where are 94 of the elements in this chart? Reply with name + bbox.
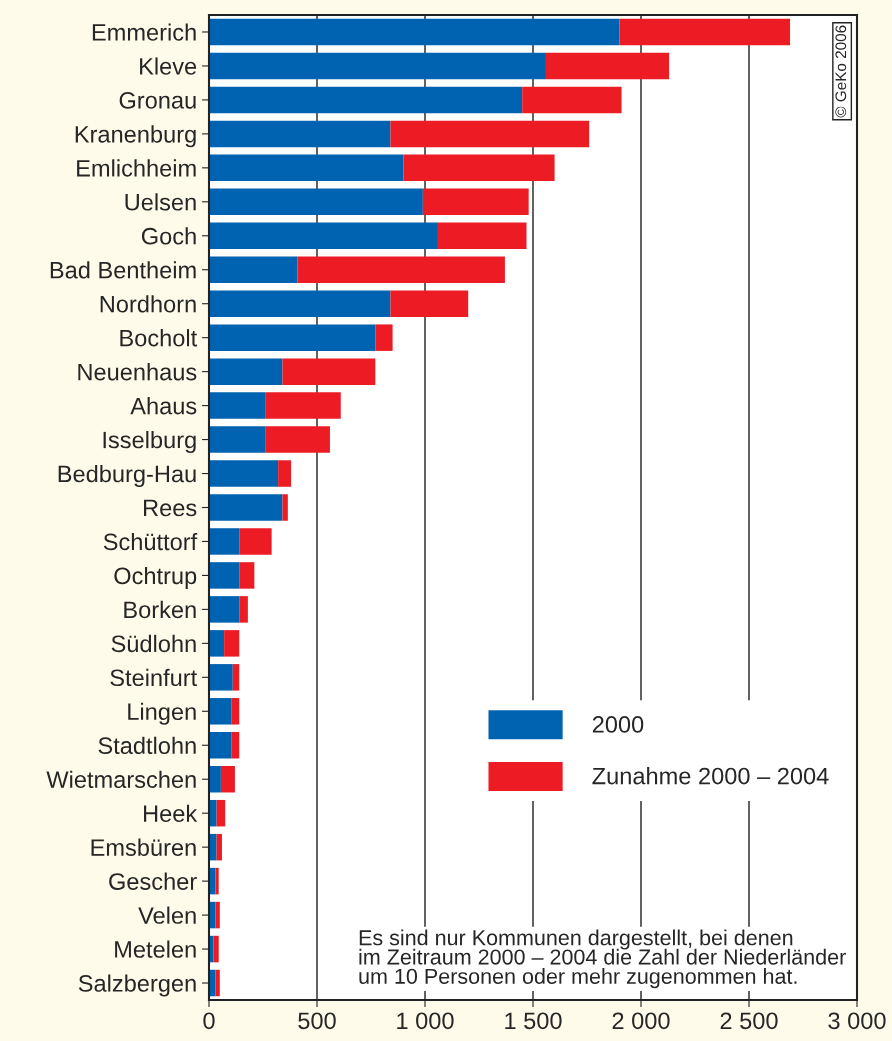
bar: [437, 222, 527, 250]
bar: [239, 596, 248, 623]
bar: [220, 765, 235, 793]
y-tick-label: Ochtrup: [114, 566, 197, 589]
bar: [209, 290, 391, 317]
bar: [224, 630, 240, 657]
x-tick-label: 2 000: [612, 1012, 670, 1030]
y-tick-label: Bocholt: [120, 329, 198, 347]
bar: [209, 732, 232, 759]
y-tick-label: Rees: [144, 499, 197, 517]
bar: [216, 799, 226, 827]
bar: [422, 188, 529, 216]
bar: [209, 698, 232, 725]
bar: [403, 154, 555, 182]
x-tick-label: 0: [203, 1012, 215, 1030]
annotation: © GeKo 2006: [835, 25, 847, 118]
y-tick-label: Ahaus: [130, 397, 197, 415]
x-tick-label: 3 000: [828, 1012, 886, 1030]
bar: [522, 86, 622, 114]
y-tick-label: Borken: [124, 600, 196, 619]
bar: [209, 18, 620, 46]
bar: [213, 935, 219, 963]
bar: [215, 867, 219, 895]
bar: [239, 528, 272, 555]
bar: [215, 969, 220, 997]
bar: [282, 358, 376, 385]
y-tick-label: Südlohn: [111, 634, 196, 653]
bar: [209, 358, 283, 385]
bar: [209, 664, 233, 691]
bar: [209, 256, 298, 283]
legend-label: 2000: [592, 716, 644, 733]
bar: [209, 426, 266, 453]
bar: [231, 698, 240, 725]
bar: [209, 324, 376, 351]
bar: [209, 630, 225, 657]
y-tick-label: Nordhorn: [100, 295, 196, 313]
y-tick-label: Metelen: [115, 940, 196, 958]
bar: [209, 528, 240, 555]
bar: [209, 52, 546, 80]
y-tick-label: Wietmarschen: [46, 770, 196, 789]
bar: [282, 494, 288, 521]
bar: [265, 426, 330, 453]
bar: [209, 494, 283, 521]
bar: [390, 120, 590, 148]
bar: [209, 799, 217, 827]
bar: [278, 460, 292, 487]
y-tick-label: Schüttorf: [103, 532, 198, 551]
y-tick-label: Bedburg-Hau: [58, 464, 196, 487]
y-tick-label: Neuenhaus: [78, 363, 197, 381]
y-tick-label: Uelsen: [125, 193, 196, 211]
y-tick-label: Bad Bentheim: [50, 261, 196, 279]
x-tick-label: 1 000: [397, 1012, 454, 1030]
y-tick-label: Goch: [141, 227, 196, 245]
bar: [239, 562, 255, 589]
y-tick-label: Lingen: [128, 702, 196, 725]
bar: [209, 154, 404, 182]
bar: [209, 596, 240, 623]
bar: [209, 460, 279, 487]
y-tick-label: Heek: [144, 804, 198, 822]
x-tick-label: 1 500: [505, 1012, 562, 1030]
bar: [209, 120, 391, 148]
bar: [209, 188, 423, 216]
bar: [231, 732, 240, 759]
bar: [209, 392, 266, 419]
y-tick-label: Isselburg: [103, 431, 196, 454]
y-tick-label: Emlichheim: [77, 159, 196, 177]
bar: [216, 833, 222, 861]
bar: [390, 290, 469, 317]
bar: [209, 222, 438, 250]
y-tick-label: Kleve: [140, 57, 197, 75]
bar: [545, 52, 670, 80]
y-tick-label: Stadtlohn: [98, 736, 196, 755]
bar: [215, 901, 220, 929]
bar: [375, 324, 393, 351]
annotation: Es sind nur Kommunen dargestellt, bei denen im Zeitraum 2000 – 2004 die Zahl der Niederländer um 10 Personen oder mehr zugenommen hat.: [359, 929, 846, 989]
x-tick-label: 500: [298, 1012, 336, 1030]
y-tick-label: Salzbergen: [78, 974, 196, 997]
bar: [265, 392, 341, 419]
bar: [209, 86, 523, 114]
bar: [619, 18, 791, 46]
y-tick-label: Gescher: [109, 872, 197, 890]
bar: [297, 256, 505, 283]
bar: [209, 765, 221, 793]
y-tick-label: Steinfurt: [110, 668, 198, 687]
bar: [232, 664, 240, 691]
y-tick-label: Emsbüren: [91, 838, 196, 856]
y-tick-label: Emmerich: [92, 23, 196, 41]
y-tick-label: Velen: [138, 906, 196, 924]
legend-label: Zunahme 2000 – 2004: [592, 767, 829, 785]
y-tick-label: Gronau: [119, 91, 196, 109]
bar: [209, 562, 240, 589]
x-tick-label: 2 500: [720, 1012, 778, 1030]
bar: [209, 833, 217, 861]
y-tick-label: Kranenburg: [75, 125, 196, 148]
